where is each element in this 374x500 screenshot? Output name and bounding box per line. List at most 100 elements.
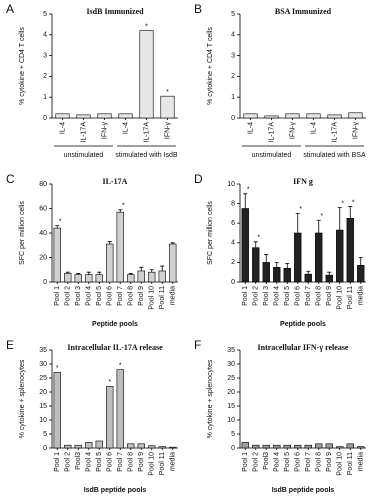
- x-tick-label: IL-4: [59, 122, 66, 134]
- bar: [106, 243, 114, 283]
- x-tick-label: Pool 2: [253, 286, 260, 306]
- x-tick-label: Pool 4: [274, 452, 281, 472]
- y-tick-label: 35: [39, 347, 47, 354]
- bar: [74, 274, 82, 283]
- bar: [74, 444, 82, 449]
- bar: [55, 113, 70, 119]
- significance-mark: *: [119, 362, 122, 369]
- y-tick-label: 0: [43, 445, 47, 452]
- y-tick-label: 15: [227, 403, 235, 410]
- bar: [264, 115, 279, 119]
- x-tick-label: Pool 3: [263, 286, 270, 306]
- bar: [325, 274, 333, 283]
- error-bar: [337, 207, 342, 231]
- bar: [283, 444, 291, 449]
- x-tick-label: Pool 6: [295, 452, 302, 472]
- bar: [85, 442, 93, 449]
- bar: [148, 271, 156, 283]
- y-axis-label: SFC per million cells: [207, 201, 214, 265]
- x-tick-label: media: [170, 286, 177, 305]
- bar: [273, 444, 281, 449]
- y-axis-label: SFC per million cells: [19, 201, 26, 265]
- y-tick-label: 5: [43, 431, 47, 438]
- x-tick-label: Pool 8: [316, 452, 323, 472]
- y-tick-label: 6: [231, 220, 235, 227]
- error-bar: [306, 270, 311, 275]
- chart-title: Intracellular IL-17A release: [67, 343, 163, 352]
- bar: [53, 372, 61, 449]
- x-tick-label: Pool 7: [305, 286, 312, 306]
- y-tick-label: 20: [39, 254, 47, 261]
- axes: [51, 184, 178, 283]
- x-tick-label: Pool 10: [149, 452, 156, 476]
- x-tick-label: Pool 2: [253, 452, 260, 472]
- panel-label: E: [6, 338, 14, 352]
- x-tick-label: IL-4: [247, 122, 254, 134]
- error-bar: [139, 266, 144, 271]
- significance-mark: *: [257, 235, 260, 242]
- y-tick-label: 8: [231, 200, 235, 207]
- error-bar: [285, 262, 290, 269]
- error-bar: [107, 241, 112, 245]
- x-tick-label: Pool3: [263, 452, 270, 470]
- chart-title: Intracellular IFN-γ release: [258, 343, 349, 352]
- y-tick-label: 25: [227, 375, 235, 382]
- x-tick-label: Pool 9: [326, 452, 333, 472]
- bar: [346, 443, 354, 449]
- y-tick-label: 3: [231, 52, 235, 59]
- bar: [283, 267, 291, 283]
- y-tick-label: 15: [39, 403, 47, 410]
- bar: [285, 113, 300, 119]
- x-tick-label: Pool 1: [242, 286, 249, 306]
- chart-title: IsdB Immunized: [86, 7, 144, 16]
- group-label: stimulated with BSA: [303, 152, 366, 159]
- bar: [346, 218, 354, 283]
- x-tick-label: Pool 5: [96, 286, 103, 306]
- bar: [106, 386, 114, 449]
- bar: [160, 95, 175, 119]
- bar: [158, 270, 166, 283]
- error-bar: [170, 242, 175, 245]
- bar: [118, 113, 133, 119]
- x-tick-label: Pool 1: [242, 452, 249, 472]
- y-axis-label: % cytokine + CD4 T cells: [19, 27, 26, 105]
- x-tick-label: IL-17A: [268, 122, 275, 143]
- x-tick-label: media: [358, 452, 365, 471]
- x-tick-label: Pool 5: [96, 452, 103, 472]
- bar: [127, 274, 135, 283]
- bar: [252, 444, 260, 449]
- error-bar: [97, 271, 102, 275]
- x-tick-label: Pool 11: [159, 286, 166, 309]
- y-tick-label: 0: [231, 445, 235, 452]
- bar: [241, 208, 249, 283]
- y-tick-label: 0: [43, 115, 47, 122]
- error-bar: [253, 241, 258, 248]
- axes: [51, 350, 178, 449]
- significance-mark: *: [341, 200, 344, 207]
- y-tick-label: 10: [227, 181, 235, 188]
- x-tick-label: Pool 3: [75, 286, 82, 306]
- bar: [357, 446, 365, 449]
- bar: [262, 444, 270, 449]
- x-tick-label: Pool 11: [347, 286, 354, 309]
- bar: [243, 113, 258, 119]
- x-tick-label: Pool 4: [274, 286, 281, 306]
- x-tick-label: IFN-γ: [101, 122, 108, 140]
- x-tick-label: Pool 8: [128, 286, 135, 306]
- panel-label: A: [6, 2, 14, 16]
- x-tick-label: Pool 1: [54, 452, 61, 472]
- y-tick-label: 60: [39, 205, 47, 212]
- bar: [85, 274, 93, 283]
- x-tick-label: Pool 2: [65, 286, 72, 306]
- y-tick-label: 2: [231, 259, 235, 266]
- y-tick-label: 35: [227, 347, 235, 354]
- x-tick-label: Pool 10: [337, 286, 344, 310]
- y-tick-label: 2: [231, 73, 235, 80]
- y-tick-label: 0: [231, 115, 235, 122]
- group-label: unstimulated: [252, 152, 292, 159]
- y-tick-label: 25: [39, 375, 47, 382]
- x-tick-label: IFN-γ: [164, 122, 171, 140]
- error-bar: [86, 271, 91, 275]
- x-tick-label: Pool 4: [86, 452, 93, 472]
